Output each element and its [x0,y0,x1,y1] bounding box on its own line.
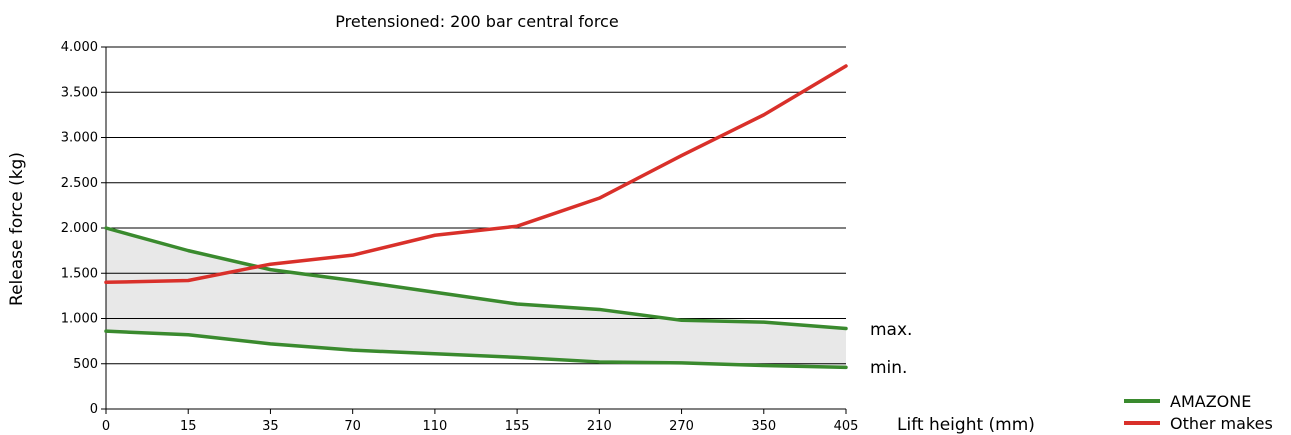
amazone-max-line [104,226,848,331]
legend-label: AMAZONE [1170,392,1251,411]
y-tick-label: 3.500 [61,85,98,100]
x-tick-label: 110 [422,419,447,434]
series-lines [104,64,848,370]
y-tick-label: 0 [90,402,98,417]
y-tick-label: 2.000 [61,221,98,236]
x-tick-label: 270 [669,419,694,434]
band-label-max: max. [870,320,912,340]
y-tick-label: 1.000 [61,312,98,327]
amazone-min-line [104,329,848,370]
grid-lines [101,46,846,410]
x-tick-label: 70 [344,419,361,434]
x-tick-label: 405 [834,419,859,434]
other-makes-single-line [104,64,848,285]
band-fill [106,228,846,368]
band-area [106,228,846,368]
x-tick-label: 350 [751,419,776,434]
y-tick-labels: 0 500 1.000 1.500 2.000 2.500 3.000 3.500 4.000 [61,40,98,417]
y-tick-label: 2.500 [61,176,98,191]
y-tick-label: 4.000 [61,40,98,55]
chart-title: Pretensioned: 200 bar central force [335,12,618,31]
band-label-min: min. [870,358,907,378]
y-axis-title: Release force (kg) [7,152,27,306]
x-tick-label: 35 [262,419,279,434]
x-tick-labels: 0 15 35 70 110 155 210 270 350 405 [102,409,859,434]
legend: AMAZONE Other makes [1124,392,1273,433]
y-tick-label: 3.000 [61,131,98,146]
y-tick-label: 1.500 [61,266,98,281]
x-tick-label: 210 [587,419,612,434]
x-tick-label: 155 [505,419,530,434]
y-tick-label: 500 [73,357,98,372]
legend-label: Other makes [1170,414,1273,433]
x-tick-label: 0 [102,419,110,434]
x-tick-label: 15 [180,419,197,434]
x-axis-title: Lift height (mm) [897,415,1035,435]
